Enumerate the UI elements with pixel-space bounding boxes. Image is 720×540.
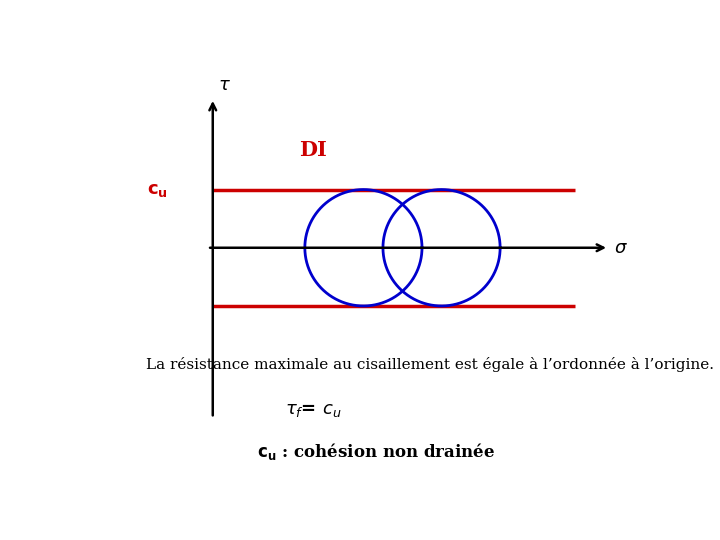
Text: $\mathbf{c_u}$: $\mathbf{c_u}$ bbox=[147, 180, 167, 199]
Text: τ: τ bbox=[218, 76, 229, 94]
Text: $\tau_f$= $c_u$: $\tau_f$= $c_u$ bbox=[285, 401, 342, 419]
Text: σ: σ bbox=[615, 239, 626, 256]
Text: La résistance maximale au cisaillement est égale à l’ordonnée à l’origine.: La résistance maximale au cisaillement e… bbox=[145, 357, 714, 372]
Text: $\mathbf{c_u}$ : cohésion non drainée: $\mathbf{c_u}$ : cohésion non drainée bbox=[258, 441, 495, 462]
Text: DI: DI bbox=[300, 140, 327, 160]
